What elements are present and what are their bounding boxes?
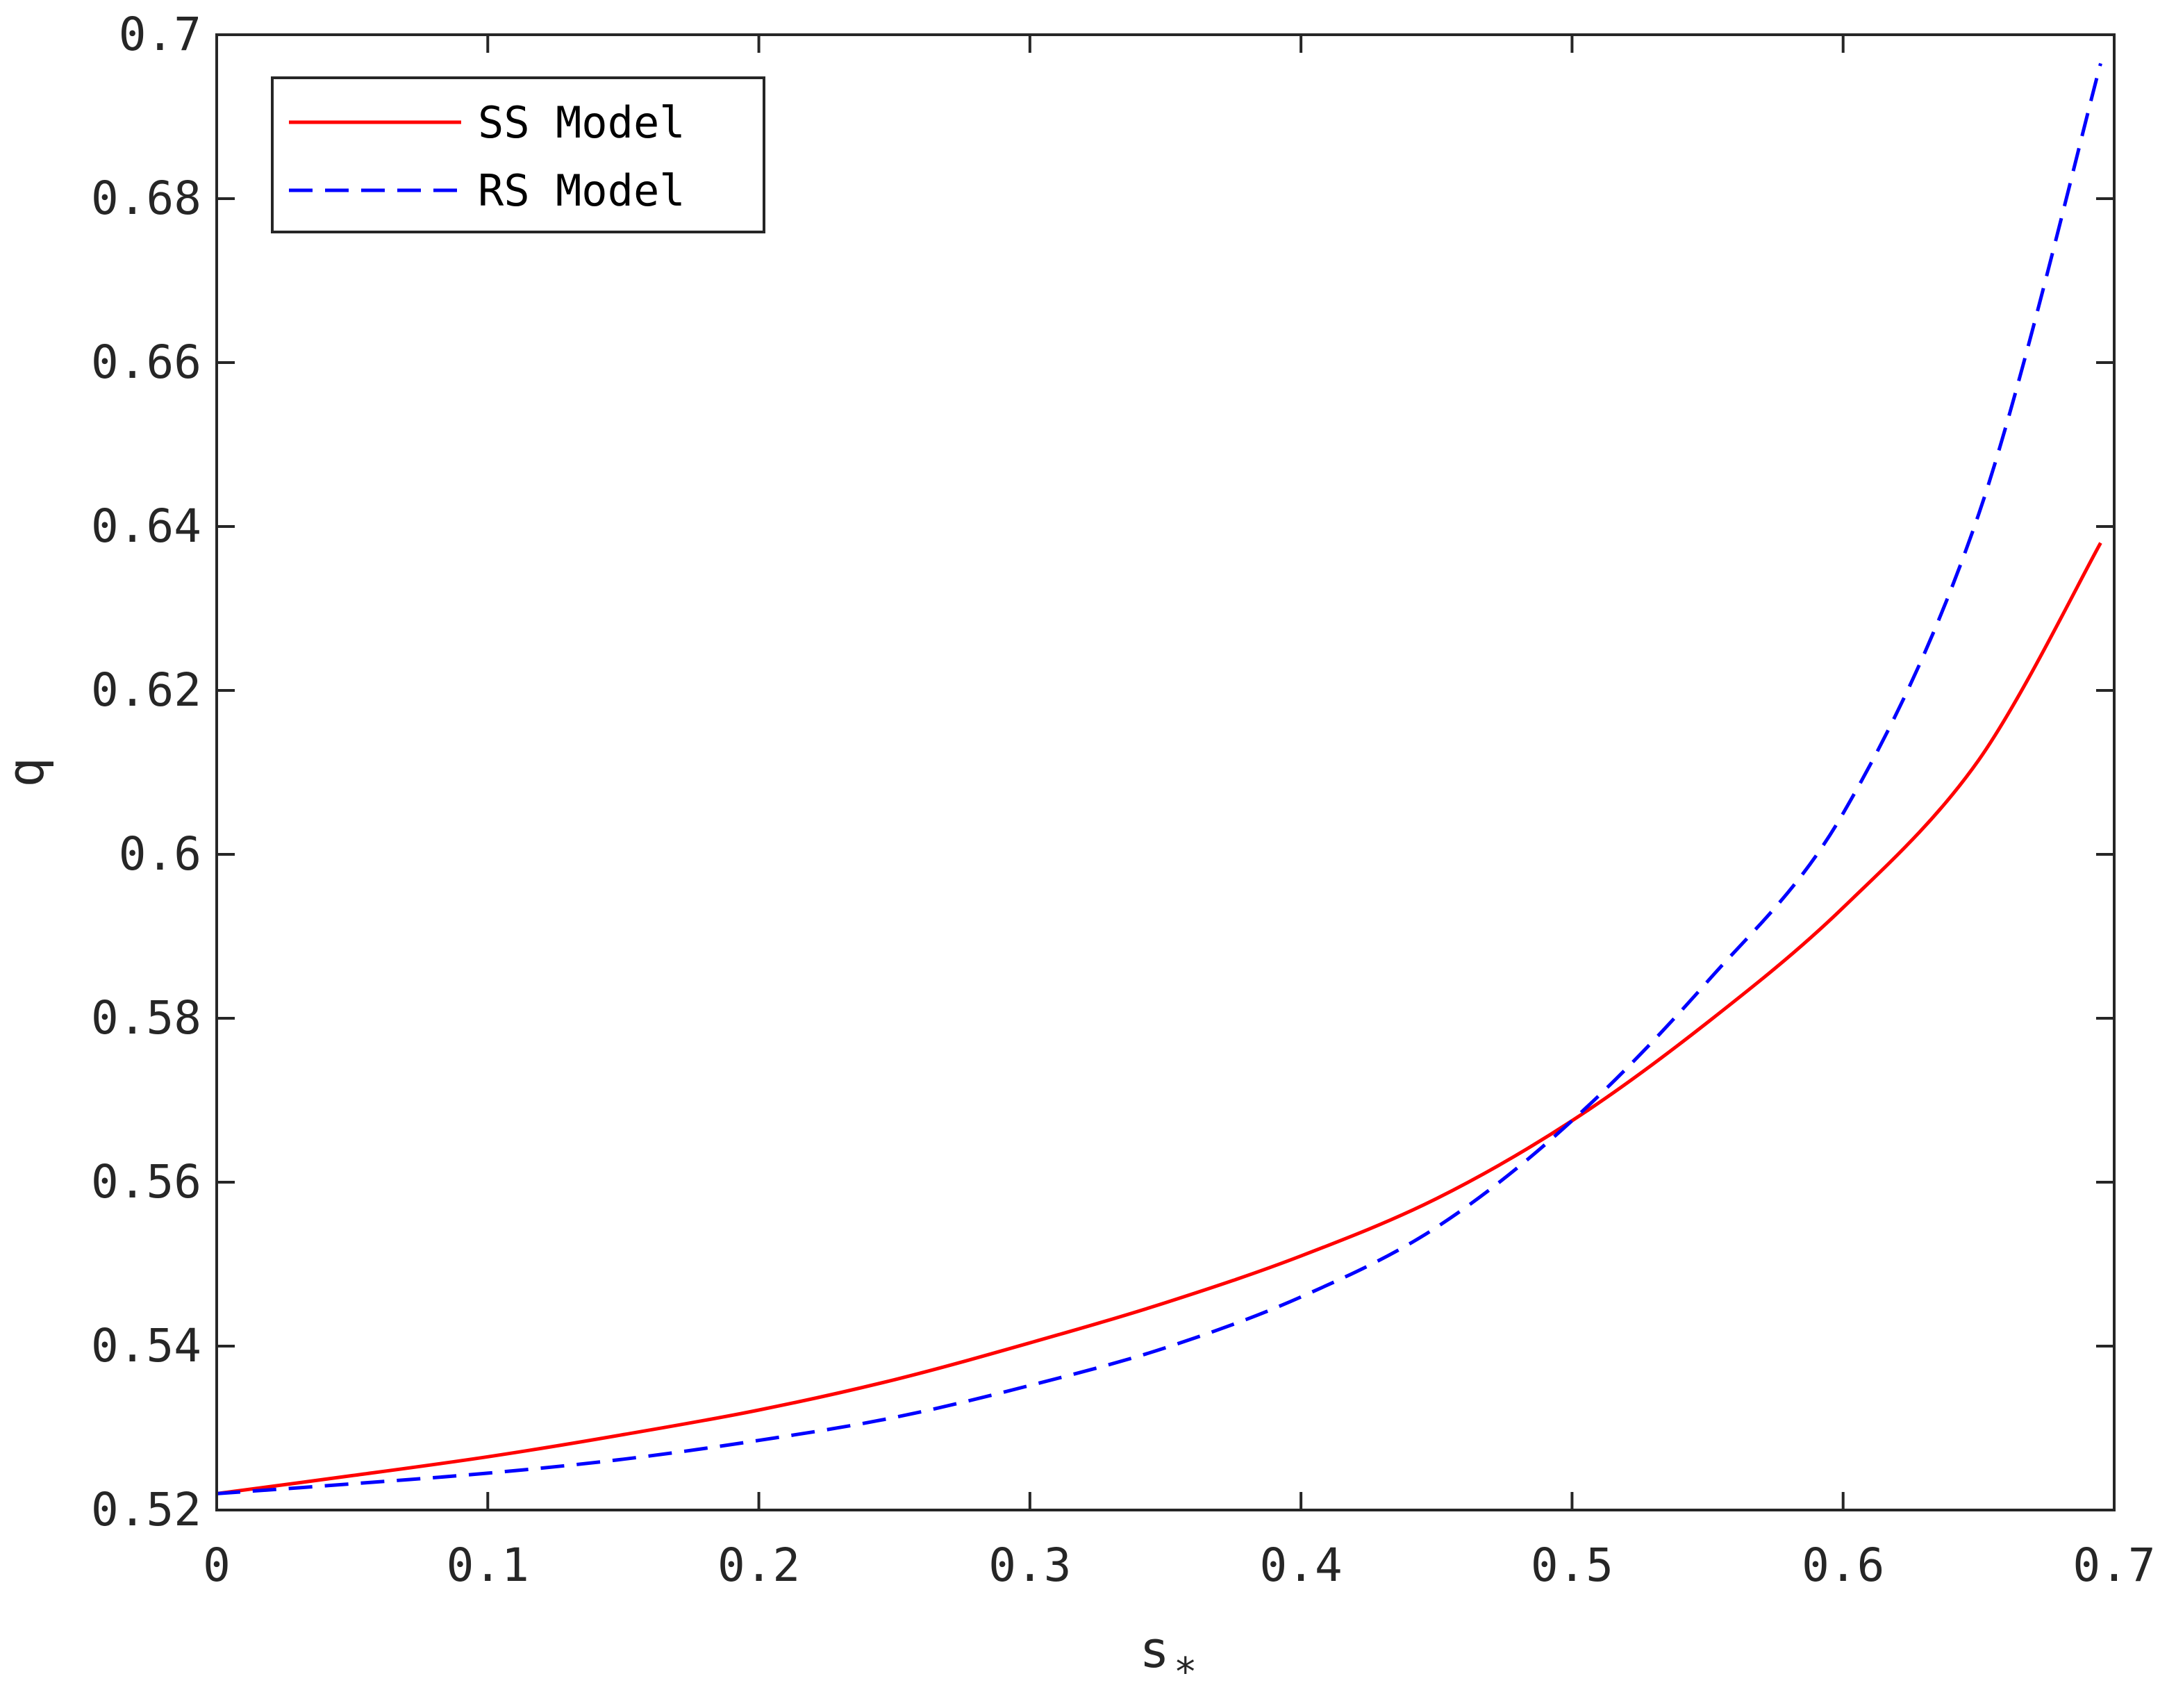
x-axis-label-subscript: * (1174, 1650, 1197, 1695)
y-tick-label: 0.6 (119, 827, 201, 881)
x-tick-label: 0.4 (1260, 1539, 1343, 1592)
x-tick-label: 0 (203, 1539, 231, 1592)
y-tick-label: 0.56 (91, 1155, 201, 1209)
x-tick-label: 0.3 (988, 1539, 1071, 1592)
x-tick-labels: 0 0.1 0.2 0.3 0.4 0.5 0.6 0.7 (203, 1539, 2155, 1592)
y-tick-label: 0.58 (91, 991, 201, 1045)
y-tick-label: 0.66 (91, 335, 201, 389)
legend-label-ss-model: SS Model (478, 97, 686, 148)
plot-area (217, 35, 2114, 1510)
x-tick-label: 0.5 (1531, 1539, 1613, 1592)
x-axis-label-main: s (1139, 1620, 1169, 1679)
y-tick-label: 0.7 (119, 8, 201, 61)
series-line-rs-model (216, 63, 2102, 1495)
x-tick-label: 0.7 (2073, 1539, 2155, 1592)
y-tick-label: 0.52 (91, 1483, 201, 1536)
legend: SS Model RS Model (271, 76, 765, 233)
y-tick-label: 0.54 (91, 1319, 201, 1373)
y-tick-label: 0.68 (91, 172, 201, 225)
x-tick-label: 0.2 (717, 1539, 800, 1592)
legend-label-rs-model: RS Model (478, 165, 686, 216)
y-tick-labels: 0.52 0.54 0.56 0.58 0.6 0.62 0.64 0.66 0.68 0.7 (91, 8, 201, 1536)
x-tick-label: 0.6 (1802, 1539, 1884, 1592)
series-layer (216, 63, 2102, 1495)
y-axis-label: q (0, 757, 55, 787)
y-tick-label: 0.64 (91, 499, 201, 553)
x-axis-label: s * (1139, 1620, 1197, 1695)
axes-box (215, 33, 2116, 1511)
legend-box (271, 76, 765, 233)
y-tick-label: 0.62 (91, 663, 201, 717)
x-tick-label: 0.1 (447, 1539, 529, 1592)
series-line-ss-model (216, 542, 2102, 1495)
